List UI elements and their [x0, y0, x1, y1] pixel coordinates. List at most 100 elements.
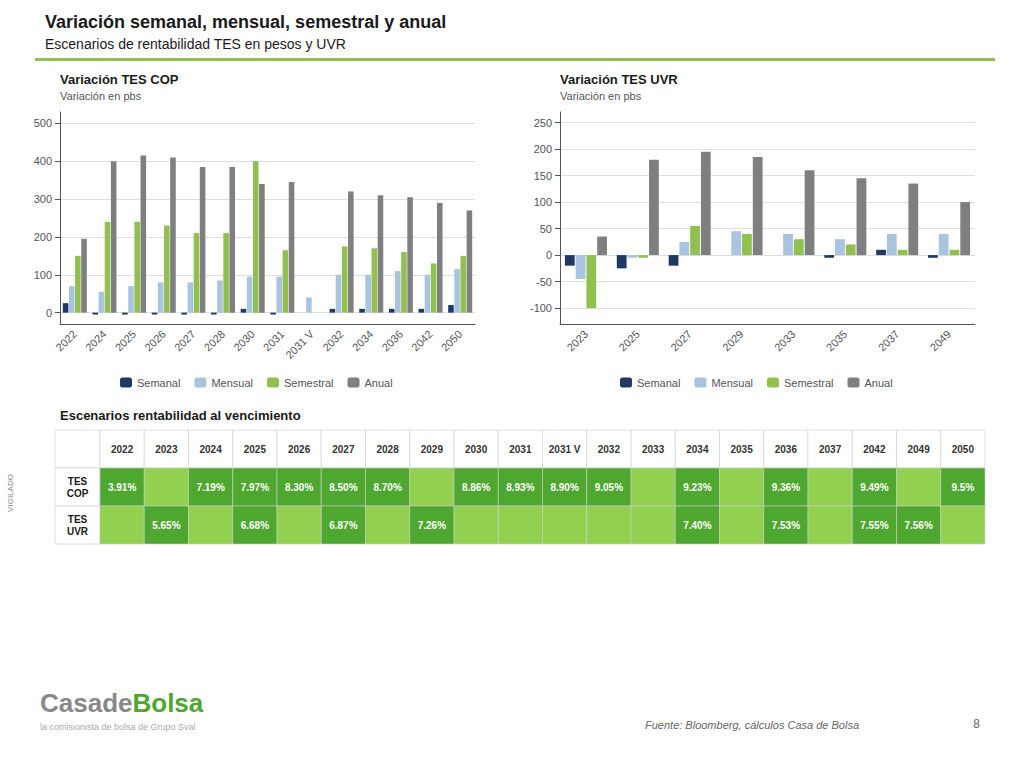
svg-text:2042: 2042: [409, 328, 435, 354]
svg-text:2025: 2025: [616, 328, 642, 354]
svg-text:2037: 2037: [876, 328, 902, 354]
svg-text:6.68%: 6.68%: [241, 520, 269, 531]
svg-text:7.55%: 7.55%: [860, 520, 888, 531]
svg-text:100: 100: [534, 196, 552, 208]
svg-text:2036: 2036: [775, 444, 798, 455]
svg-text:2028: 2028: [377, 444, 400, 455]
svg-text:2050: 2050: [952, 444, 975, 455]
svg-text:-100: -100: [530, 302, 552, 314]
svg-text:2023: 2023: [564, 328, 590, 354]
svg-text:Variación semanal, mensual, se: Variación semanal, mensual, semestral y …: [45, 12, 446, 32]
svg-text:8.50%: 8.50%: [329, 482, 357, 493]
svg-text:Semanal: Semanal: [637, 377, 680, 389]
svg-text:8.86%: 8.86%: [462, 482, 490, 493]
svg-text:Semestral: Semestral: [784, 377, 834, 389]
svg-text:Variación TES COP: Variación TES COP: [60, 72, 179, 87]
svg-text:2042: 2042: [863, 444, 886, 455]
svg-text:0: 0: [546, 249, 552, 261]
svg-text:9.23%: 9.23%: [683, 482, 711, 493]
svg-text:9.05%: 9.05%: [595, 482, 623, 493]
svg-text:2025: 2025: [113, 328, 139, 354]
svg-text:2030: 2030: [231, 328, 257, 354]
svg-text:Escenarios de rentabilidad TES: Escenarios de rentabilidad TES en pesos …: [45, 36, 346, 52]
svg-text:2031 V: 2031 V: [549, 444, 581, 455]
svg-text:2032: 2032: [598, 444, 621, 455]
svg-text:2024: 2024: [200, 444, 223, 455]
svg-text:2037: 2037: [819, 444, 842, 455]
svg-text:Variación en pbs: Variación en pbs: [60, 90, 142, 102]
svg-text:Anual: Anual: [865, 377, 893, 389]
svg-text:7.19%: 7.19%: [196, 482, 224, 493]
svg-text:400: 400: [34, 155, 52, 167]
svg-text:8.93%: 8.93%: [506, 482, 534, 493]
svg-text:Mensual: Mensual: [711, 377, 753, 389]
svg-text:2022: 2022: [53, 328, 79, 354]
svg-text:7.40%: 7.40%: [683, 520, 711, 531]
svg-text:2030: 2030: [465, 444, 488, 455]
svg-text:2034: 2034: [350, 328, 376, 354]
svg-text:Fuente: Bloomberg, cálculos Ca: Fuente: Bloomberg, cálculos Casa de Bols…: [645, 719, 859, 731]
svg-text:7.97%: 7.97%: [241, 482, 269, 493]
svg-text:Variación TES UVR: Variación TES UVR: [560, 72, 678, 87]
svg-text:TES: TES: [68, 476, 88, 487]
svg-text:Mensual: Mensual: [211, 377, 253, 389]
svg-text:la comisionista de bolsa de Gr: la comisionista de bolsa de Grupo Sval: [40, 722, 196, 732]
svg-text:2027: 2027: [668, 328, 694, 354]
svg-text:2028: 2028: [202, 328, 228, 354]
svg-text:2035: 2035: [824, 328, 850, 354]
svg-text:Bolsa: Bolsa: [132, 688, 203, 718]
svg-text:2033: 2033: [772, 328, 798, 354]
svg-text:3.91%: 3.91%: [108, 482, 136, 493]
svg-text:500: 500: [34, 117, 52, 129]
svg-text:250: 250: [534, 117, 552, 129]
svg-text:150: 150: [534, 170, 552, 182]
svg-text:2049: 2049: [908, 444, 931, 455]
svg-text:2029: 2029: [421, 444, 444, 455]
svg-text:2034: 2034: [686, 444, 709, 455]
svg-text:Variación en pbs: Variación en pbs: [560, 90, 642, 102]
svg-text:9.36%: 9.36%: [772, 482, 800, 493]
svg-text:8.90%: 8.90%: [550, 482, 578, 493]
svg-text:VIGILADO: VIGILADO: [6, 474, 15, 512]
svg-text:7.26%: 7.26%: [418, 520, 446, 531]
svg-text:2033: 2033: [642, 444, 665, 455]
svg-text:200: 200: [34, 231, 52, 243]
svg-text:2050: 2050: [439, 328, 465, 354]
svg-text:2022: 2022: [111, 444, 134, 455]
svg-text:2029: 2029: [720, 328, 746, 354]
svg-text:5.65%: 5.65%: [152, 520, 180, 531]
svg-text:Semanal: Semanal: [137, 377, 180, 389]
svg-text:2032: 2032: [320, 328, 346, 354]
svg-text:200: 200: [534, 143, 552, 155]
svg-text:2035: 2035: [731, 444, 754, 455]
svg-text:6.87%: 6.87%: [329, 520, 357, 531]
svg-text:2027: 2027: [172, 328, 198, 354]
svg-text:50: 50: [540, 223, 552, 235]
svg-text:9.5%: 9.5%: [951, 482, 974, 493]
svg-text:2024: 2024: [83, 328, 109, 354]
svg-text:TES: TES: [68, 514, 88, 525]
svg-text:2025: 2025: [244, 444, 267, 455]
svg-text:COP: COP: [67, 488, 89, 499]
svg-text:2049: 2049: [928, 328, 954, 354]
svg-text:Anual: Anual: [365, 377, 393, 389]
svg-text:8.30%: 8.30%: [285, 482, 313, 493]
svg-text:100: 100: [34, 269, 52, 281]
svg-text:Casade: Casade: [40, 688, 133, 718]
svg-text:2026: 2026: [142, 328, 168, 354]
svg-text:2027: 2027: [332, 444, 355, 455]
svg-text:UVR: UVR: [67, 526, 89, 537]
svg-text:-50: -50: [536, 276, 552, 288]
svg-text:7.56%: 7.56%: [904, 520, 932, 531]
svg-text:2023: 2023: [155, 444, 178, 455]
svg-text:2036: 2036: [379, 328, 405, 354]
svg-text:Escenarios rentabilidad al ven: Escenarios rentabilidad al vencimiento: [60, 408, 301, 423]
svg-text:2031: 2031: [261, 328, 287, 354]
svg-text:0: 0: [46, 307, 52, 319]
svg-text:8.70%: 8.70%: [373, 482, 401, 493]
svg-text:7.53%: 7.53%: [772, 520, 800, 531]
svg-text:2031: 2031: [509, 444, 532, 455]
svg-text:2026: 2026: [288, 444, 311, 455]
svg-text:9.49%: 9.49%: [860, 482, 888, 493]
svg-text:8: 8: [973, 717, 980, 731]
